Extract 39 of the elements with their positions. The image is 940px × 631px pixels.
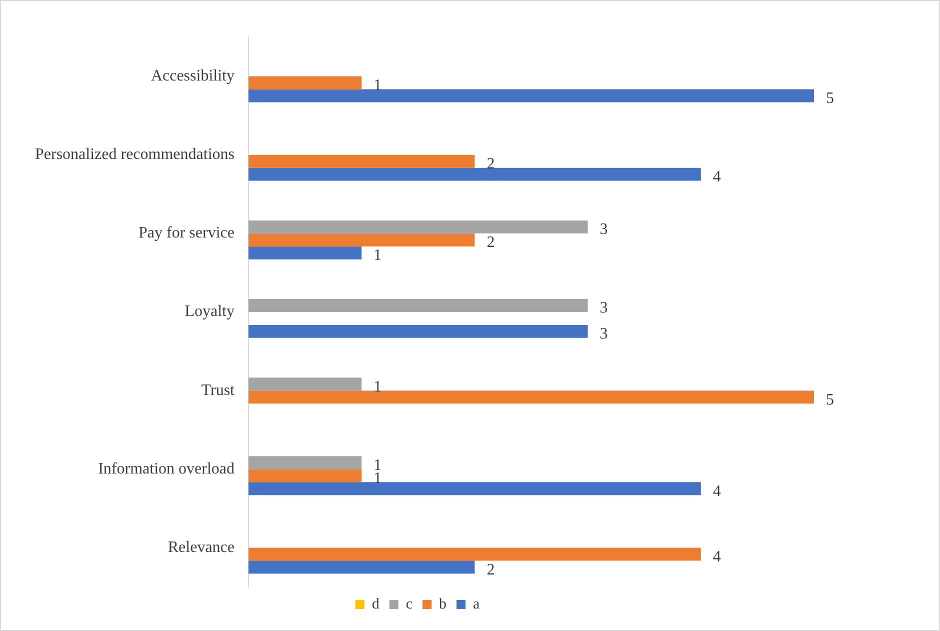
data-label: 1: [374, 456, 382, 474]
bar: [248, 378, 362, 391]
bar: [248, 89, 814, 102]
legend-label: a: [473, 596, 480, 612]
bar: [248, 154, 475, 168]
bar: [248, 560, 475, 574]
data-label: 3: [600, 326, 608, 343]
legend-label: c: [406, 596, 413, 612]
data-label: 2: [486, 561, 495, 578]
legend-label: d: [372, 596, 380, 612]
bar: [248, 469, 362, 482]
bar: [248, 299, 588, 312]
bar: [248, 246, 362, 260]
data-label: 3: [600, 221, 608, 238]
bar: [248, 390, 814, 404]
data-label: 4: [712, 548, 721, 566]
y-tick-label: Personalized recommendations: [34, 146, 234, 164]
data-label: 3: [600, 300, 608, 317]
y-tick-label: Trust: [201, 382, 236, 399]
bar: [248, 233, 475, 246]
legend-label: b: [439, 596, 446, 612]
y-tick-label: Relevance: [168, 538, 234, 556]
bar: [248, 482, 701, 496]
data-label: 4: [712, 482, 721, 500]
data-label: 4: [712, 168, 721, 186]
y-tick-label: Loyalty: [184, 303, 234, 320]
bar: [248, 456, 362, 470]
data-label: 2: [486, 234, 495, 252]
bar: [248, 548, 701, 561]
data-label: 1: [374, 247, 382, 264]
y-tick-label: Accessibility: [150, 67, 234, 84]
y-tick-label: Pay for service: [138, 224, 234, 242]
bar: [248, 168, 701, 181]
bar: [248, 324, 588, 338]
data-label: 5: [826, 90, 834, 107]
bar: [248, 220, 588, 234]
data-label: 5: [826, 391, 834, 408]
y-tick-label: Information overload: [98, 460, 234, 478]
bar: [248, 76, 362, 90]
